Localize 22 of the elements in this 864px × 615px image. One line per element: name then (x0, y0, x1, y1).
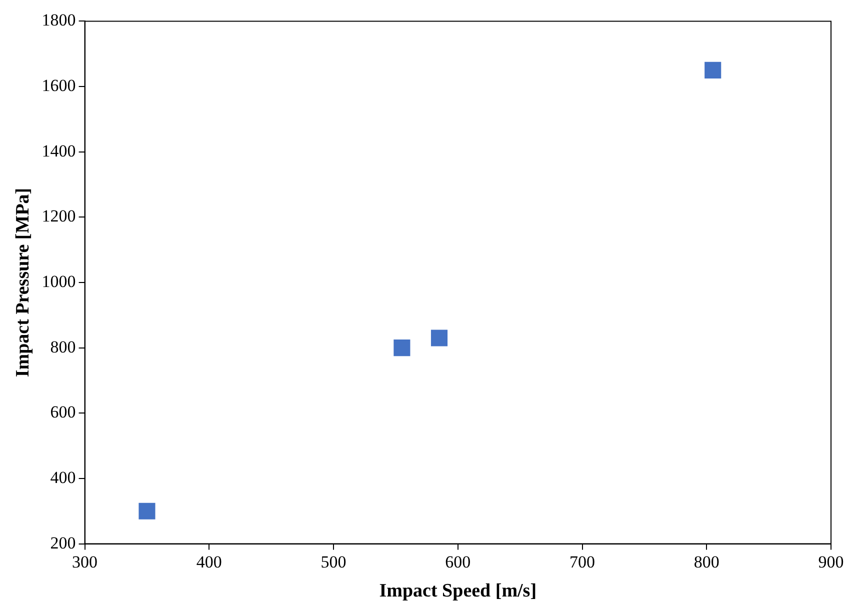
y-tick-label: 400 (50, 468, 76, 487)
y-tick-label: 1600 (42, 76, 76, 95)
x-tick-label: 400 (196, 552, 222, 572)
x-tick-label: 700 (570, 552, 596, 572)
y-tick-label: 800 (50, 337, 76, 356)
x-tick-label: 300 (72, 552, 98, 572)
y-tick-label: 200 (50, 533, 76, 552)
x-tick-label: 500 (320, 552, 346, 572)
point (430, 330, 448, 346)
y-tick-label: 1200 (42, 206, 76, 226)
x-axis-title: Impact Speed [m/s] (379, 580, 537, 602)
y-tick-label: 600 (50, 402, 76, 422)
y-axis-title: Impact Pressure [MPa] (12, 188, 34, 378)
y-tick-label: 1000 (42, 272, 76, 291)
point (138, 502, 156, 520)
x-tick-label: 900 (818, 552, 844, 572)
point (704, 62, 722, 78)
point (394, 340, 410, 356)
y-tick-label: 1400 (42, 141, 76, 160)
y-tick-label: 1800 (42, 10, 76, 30)
x-tick-label: 600 (445, 552, 471, 572)
x-tick-label: 800 (694, 552, 720, 572)
